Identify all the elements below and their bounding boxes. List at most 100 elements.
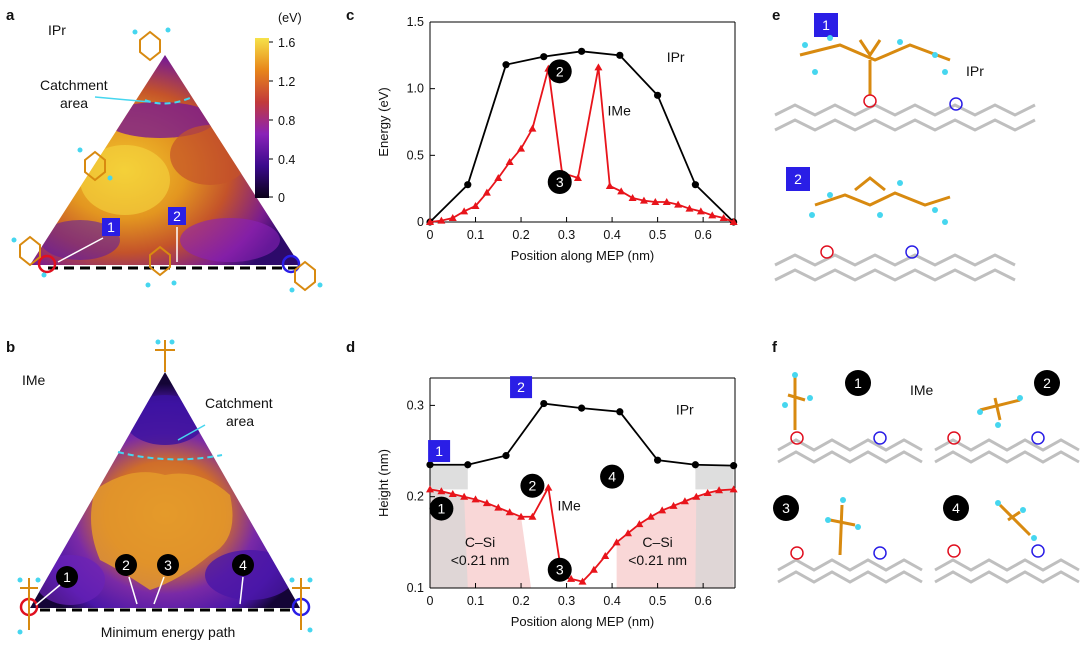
point-IMe — [494, 503, 503, 511]
point-IMe — [612, 538, 621, 546]
annotation-text: C–Si — [465, 534, 495, 550]
panel-label-a: a — [6, 7, 15, 24]
panel-f-label: IMe — [910, 382, 934, 398]
series-line-IPr — [429, 50, 735, 223]
x-tick-label: 0.1 — [467, 228, 484, 242]
panel-label-f: f — [772, 339, 778, 356]
marker-badge-label: 4 — [608, 469, 616, 485]
annotation-text: <0.21 nm — [451, 552, 510, 568]
x-tick-label: 0.4 — [603, 228, 620, 242]
point-IMe — [517, 512, 526, 520]
svg-text:1: 1 — [107, 219, 115, 235]
molecules-f — [787, 375, 1032, 556]
point-IMe — [578, 577, 587, 585]
marker-badge-label: 2 — [517, 379, 525, 395]
point-IMe — [628, 194, 637, 201]
point-IMe — [617, 187, 626, 195]
point-IMe — [448, 489, 457, 497]
marker-badge-label: 2 — [529, 478, 537, 494]
point-IMe — [482, 188, 491, 196]
molecule-icons-b — [20, 340, 310, 630]
marker-badge-black — [520, 473, 545, 498]
hydrogen-dots-b — [17, 339, 313, 635]
svg-text:0.8: 0.8 — [278, 114, 295, 128]
point-IPr — [577, 47, 586, 55]
svg-text:2: 2 — [173, 208, 181, 224]
x-tick-label: 0.5 — [649, 228, 666, 242]
marker-badge-black — [547, 59, 572, 84]
point-IMe — [528, 124, 537, 132]
point-IPr — [540, 53, 548, 61]
x-tick-label: 0.3 — [558, 594, 575, 608]
point-IPr — [616, 408, 624, 416]
point-IMe — [494, 174, 503, 181]
badge-4-f: 4 — [943, 495, 969, 521]
point-IMe — [544, 483, 553, 491]
start-site-circle-a — [37, 254, 57, 274]
badge-2-e: 2 — [786, 167, 810, 191]
molecule-e2 — [814, 176, 951, 207]
point-IMe — [601, 552, 610, 560]
site-blue-e2 — [905, 245, 919, 259]
badge-1-b: 1 — [56, 566, 78, 588]
point-IMe — [674, 200, 683, 208]
panel-b-title: IMe — [22, 372, 46, 388]
svg-text:4: 4 — [952, 500, 960, 516]
badge-1-e: 1 — [814, 13, 838, 37]
y-tick-label: 0.1 — [407, 581, 424, 595]
marker-badge-black — [547, 170, 572, 194]
svg-text:0: 0 — [278, 191, 285, 205]
point-IMe — [669, 501, 678, 509]
x-axis-label: Position along MEP (nm) — [511, 614, 655, 629]
colorbar-ticks: 1.6 1.2 0.8 0.4 0 — [269, 36, 295, 205]
point-IMe — [639, 196, 648, 204]
point-IMe — [589, 565, 598, 573]
x-tick-label: 0.3 — [558, 228, 575, 242]
point-IMe — [680, 497, 689, 505]
site-red-e2 — [820, 245, 834, 259]
svg-text:4: 4 — [239, 557, 247, 573]
badge-1-a: 1 — [102, 218, 120, 236]
x-tick-label: 0.6 — [694, 228, 711, 242]
shade-region-3 — [695, 489, 734, 588]
badge-2-a: 2 — [168, 207, 186, 225]
catchment-label-a-line2: area — [60, 95, 88, 111]
panel-label-d: d — [346, 339, 355, 356]
point-IMe — [708, 211, 717, 219]
series-label-IPr: IPr — [667, 49, 685, 65]
point-IMe — [471, 495, 480, 503]
point-IMe — [505, 508, 514, 516]
y-tick-label: 0.3 — [407, 398, 424, 412]
energy-heatmap-a — [30, 55, 300, 265]
y-tick-label: 1.5 — [407, 15, 424, 29]
panel-label-c: c — [346, 7, 354, 24]
silicon-surface-e2 — [774, 253, 1016, 282]
point-IPr — [654, 91, 662, 99]
point-IPr — [616, 51, 624, 59]
y-tick-label: 0.2 — [407, 490, 424, 504]
point-IMe — [517, 144, 526, 152]
x-tick-label: 0.6 — [694, 594, 711, 608]
end-site-circle-a — [281, 254, 301, 274]
svg-text:3: 3 — [782, 500, 790, 516]
colorbar-unit: (eV) — [278, 11, 302, 25]
point-IMe — [685, 204, 694, 212]
point-IMe — [729, 218, 738, 225]
silicon-surface-e1 — [774, 103, 1036, 132]
chart-c: 0 0.1 0.2 0.3 0.4 0.5 0.6 0 0.5 1.0 1.5 Position al… — [376, 15, 738, 263]
catchment-arrow-a — [94, 96, 151, 103]
x-tick-label: 0.5 — [649, 594, 666, 608]
point-IPr — [502, 61, 510, 69]
point-IMe — [658, 506, 667, 514]
svg-text:1.2: 1.2 — [278, 75, 295, 89]
marker-badge-black — [429, 496, 454, 521]
point-IPr — [654, 456, 662, 464]
point-IMe — [719, 214, 728, 221]
point-IMe — [426, 485, 434, 493]
point-IPr — [502, 452, 510, 460]
mep-label-b: Minimum energy path — [101, 624, 236, 640]
panel-c: c 0 0.1 0.2 0.3 0.4 0.5 0.6 0 0.5 1.0 1.5 Position … — [346, 7, 738, 263]
catchment-label-b-line2: area — [226, 413, 254, 429]
